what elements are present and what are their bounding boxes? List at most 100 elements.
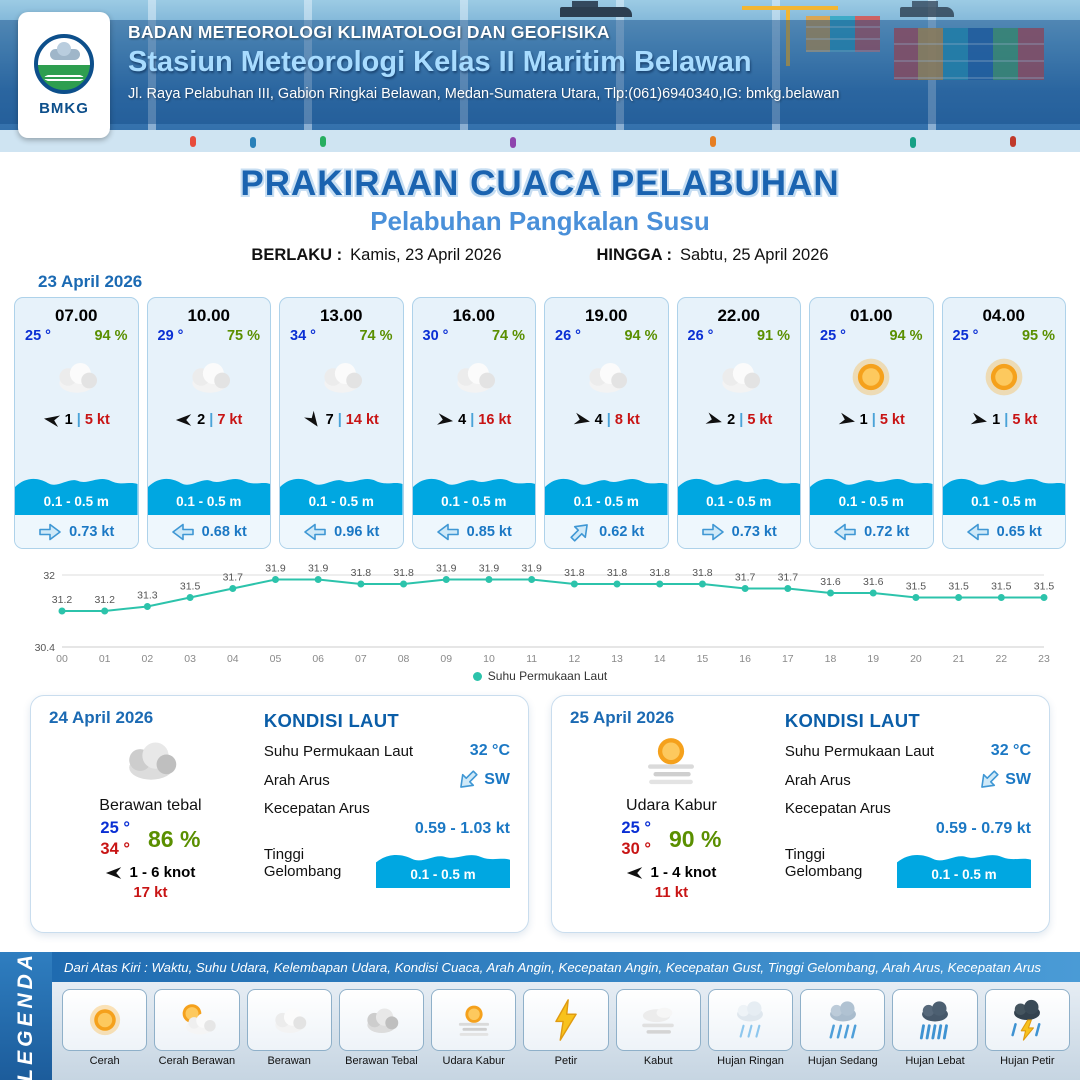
current-speed-label: Kecepatan Arus — [263, 800, 370, 817]
current-speed-range: 0.59 - 1.03 kt — [414, 820, 510, 837]
wind-direction-icon — [175, 411, 193, 429]
air-temperature: 25 ° — [25, 328, 51, 344]
daily-row: 24 April 2026 Berawan tebal 25 ° 34 ° 86… — [0, 695, 1080, 933]
current-speed: 0.85 kt — [466, 523, 512, 540]
bmkg-logo-mark-icon — [34, 33, 94, 94]
svg-text:31.7: 31.7 — [735, 572, 756, 584]
humidity: 95 % — [1021, 328, 1055, 344]
current-speed: 0.73 kt — [69, 523, 115, 540]
wave-height: 0.1 - 0.5 m — [441, 494, 507, 509]
wave-height-label: Tinggi Gelombang — [784, 846, 863, 880]
wave-height-badge: 0.1 - 0.5 m — [15, 469, 138, 515]
daily-temps: 25 ° 34 ° 86 % — [100, 818, 200, 861]
terminal-floor-decor — [0, 130, 1080, 152]
station-address: Jl. Raya Pelabuhan III, Gabion Ringkai B… — [128, 86, 840, 102]
svg-text:32: 32 — [43, 570, 55, 582]
daily-left-column: 25 April 2026 Udara Kabur 25 ° 30 ° 90 %… — [570, 708, 773, 920]
svg-text:15: 15 — [697, 653, 709, 665]
svg-text:03: 03 — [184, 653, 196, 665]
wave-icon — [810, 478, 933, 515]
svg-text:31.8: 31.8 — [692, 567, 713, 579]
legend-label: Hujan Sedang — [807, 1055, 878, 1067]
svg-text:14: 14 — [654, 653, 666, 665]
temp-min: 25 ° — [100, 819, 130, 837]
svg-text:08: 08 — [398, 653, 410, 665]
current-speed: 0.72 kt — [864, 523, 910, 540]
wave-height: 0.1 - 0.5 m — [176, 494, 242, 509]
wave-height: 0.1 - 0.5 m — [43, 494, 109, 509]
wind-gust: 14 kt — [345, 412, 379, 428]
current-row: 0.62 kt — [545, 515, 668, 548]
temp-min: 25 ° — [621, 819, 651, 837]
daily-wave-height: 0.1 - 0.5 m — [931, 867, 997, 882]
sst-chart-canvas: 32 30.4 31.2 00 31.2 01 31.3 02 31.5 03 31.7 04 31.9… — [35, 563, 1055, 666]
forecast-card: 07.00 25 ° 94 % 1 | 5 kt 0.1 - 0.5 m 0.7… — [14, 297, 139, 549]
forecast-card: 04.00 25 ° 95 % 1 | 5 kt 0.1 - 0.5 m 0.6… — [941, 297, 1066, 549]
current-speed: 0.65 kt — [996, 523, 1042, 540]
wind-speed: 2 — [197, 412, 206, 428]
header: BMKG BADAN METEOROLOGI KLIMATOLOGI DAN G… — [0, 0, 1080, 152]
org-name: BADAN METEOROLOGI KLIMATOLOGI DAN GEOFIS… — [128, 22, 610, 42]
legend-rail-label: LEGENDA — [14, 950, 37, 1080]
svg-text:16: 16 — [739, 653, 751, 665]
svg-text:06: 06 — [312, 653, 324, 665]
svg-text:31.2: 31.2 — [52, 594, 73, 606]
legend-note: Dari Atas Kiri : Waktu, Suhu Udara, Kele… — [52, 952, 1080, 982]
svg-text:17: 17 — [782, 653, 794, 665]
temp-humidity-row: 25 ° 95 % — [943, 326, 1066, 344]
wave-icon — [147, 478, 270, 515]
legend-weather-icon — [707, 989, 794, 1051]
wind-gust: 5 kt — [1012, 412, 1038, 428]
daily-gust: 17 kt — [133, 883, 168, 901]
daily-condition: Berawan tebal — [99, 797, 202, 814]
forecast-time: 04.00 — [982, 306, 1026, 325]
sea-conditions-title: KONDISI LAUT — [263, 710, 399, 731]
forecast-time: 16.00 — [452, 306, 496, 325]
wave-height: 0.1 - 0.5 m — [706, 494, 772, 509]
svg-text:00: 00 — [56, 653, 68, 665]
svg-text:30.4: 30.4 — [35, 642, 56, 654]
legend-label: Cerah — [89, 1055, 120, 1067]
svg-text:07: 07 — [355, 653, 367, 665]
svg-text:04: 04 — [227, 653, 239, 665]
humidity: 94 % — [889, 328, 923, 344]
wind-speed: 4 — [594, 412, 603, 428]
chart-legend-label: Suhu Permukaan Laut — [487, 669, 608, 683]
air-temperature: 26 ° — [687, 328, 714, 344]
sea-surface-temp: 32 °C — [990, 742, 1031, 759]
forecast-card: 13.00 34 ° 74 % 7 | 14 kt 0.1 - 0.5 m 0.… — [279, 297, 404, 549]
wind-direction-icon — [41, 410, 62, 431]
air-temperature: 29 ° — [157, 328, 184, 344]
current-direction-icon — [38, 522, 62, 542]
svg-text:13: 13 — [611, 653, 623, 665]
svg-text:02: 02 — [142, 653, 154, 665]
svg-text:12: 12 — [569, 653, 581, 665]
daily-humidity: 90 % — [668, 825, 722, 852]
logo-waves-icon — [44, 72, 84, 83]
berlaku-value: Kamis, 23 April 2026 — [350, 246, 502, 264]
wind-speed: 1 — [992, 412, 1001, 428]
wind-gust: 5 kt — [84, 412, 110, 428]
svg-text:31.9: 31.9 — [479, 563, 500, 575]
svg-text:11: 11 — [526, 653, 537, 665]
svg-text:31.7: 31.7 — [778, 572, 799, 584]
current-speed: 0.62 kt — [599, 523, 645, 540]
current-row: 0.85 kt — [412, 515, 535, 548]
legend-strip: LEGENDA Dari Atas Kiri : Waktu, Suhu Uda… — [0, 950, 1080, 1080]
station-name: Stasiun Meteorologi Kelas II Maritim Bel… — [128, 46, 752, 78]
wind-direction-icon — [435, 410, 455, 430]
wind-direction-icon — [703, 409, 725, 431]
legend-label: Udara Kabur — [442, 1055, 505, 1067]
daily-condition: Udara Kabur — [626, 797, 717, 814]
sst-label: Suhu Permukaan Laut — [784, 742, 935, 760]
forecast-time: 10.00 — [187, 306, 231, 325]
crane-decor — [742, 6, 838, 66]
wave-height-badge: 0.1 - 0.5 m — [810, 469, 933, 515]
legend-weather-icon — [431, 989, 517, 1051]
wind-row: 1 | 5 kt — [810, 411, 933, 429]
svg-text:05: 05 — [270, 653, 282, 665]
logo-cloud-icon — [50, 41, 80, 60]
sea-conditions: KONDISI LAUT Suhu Permukaan Laut 32 °C A… — [785, 708, 1031, 920]
current-speed: 0.68 kt — [201, 523, 247, 540]
temp-max: 34 ° — [100, 840, 130, 859]
